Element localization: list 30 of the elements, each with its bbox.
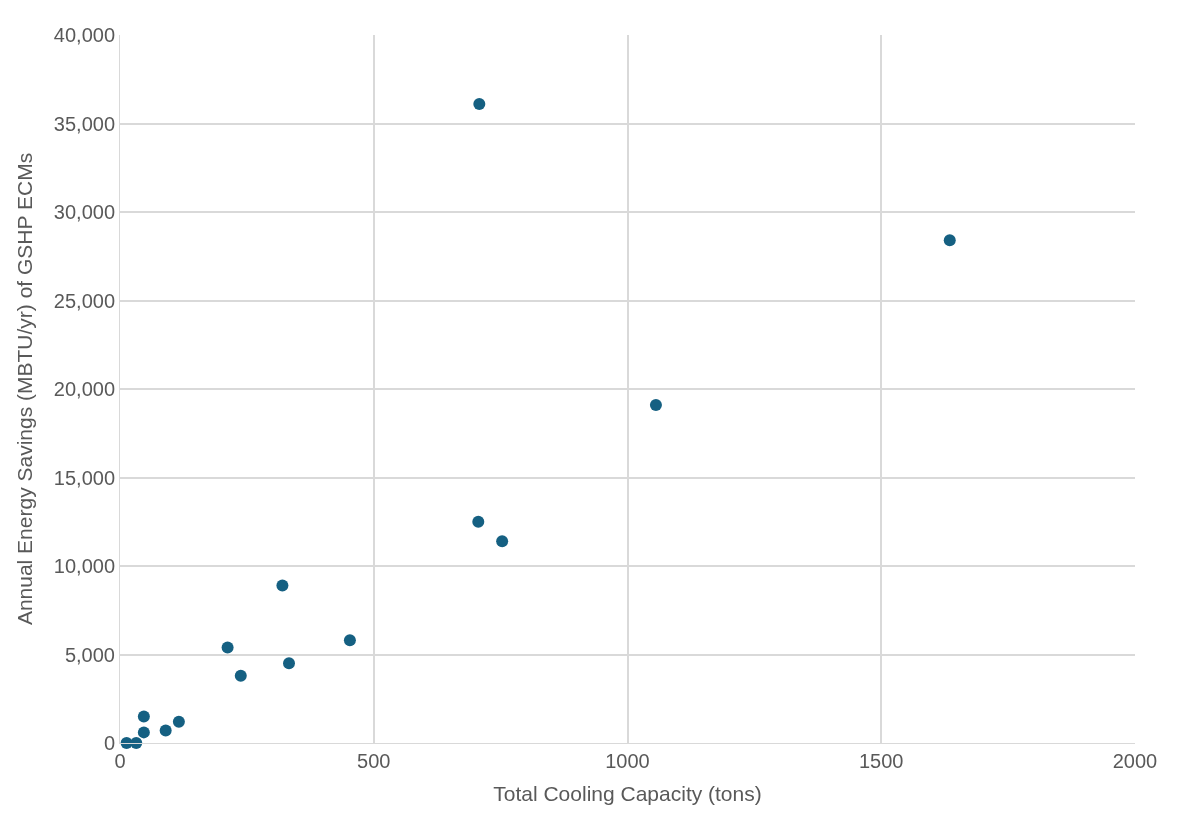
y-tick-label: 0 — [103, 732, 115, 754]
point — [159, 724, 172, 737]
x-tick-label: 1000 — [605, 750, 650, 772]
point — [137, 710, 150, 723]
x-axis-title: Total Cooling Capacity (tons) — [493, 782, 762, 806]
point — [473, 98, 486, 111]
y-tick-label: 20,000 — [53, 378, 115, 400]
y-tick-label: 40,000 — [53, 24, 115, 46]
y-tick-label: 15,000 — [53, 466, 115, 489]
point — [130, 737, 143, 749]
y-axis-title: Annual Energy Savings (MBTU/yr) of GSHP ECMs — [12, 152, 36, 626]
point — [496, 535, 509, 548]
point — [943, 234, 956, 247]
point — [472, 515, 485, 528]
point — [649, 398, 662, 411]
point — [276, 579, 289, 592]
point — [343, 634, 356, 647]
y-tick-label: 30,000 — [53, 201, 115, 223]
x-tick-label: 2000 — [1112, 750, 1158, 772]
y-tick-label: 5,000 — [64, 643, 115, 666]
x-tick-label: 500 — [357, 750, 391, 772]
point — [283, 657, 295, 670]
x-tick-label: 1500 — [859, 750, 904, 772]
y-tick-label: 25,000 — [53, 289, 115, 312]
y-tick-label: 10,000 — [53, 555, 115, 577]
y-tick-label: 35,000 — [53, 112, 115, 135]
point — [234, 669, 247, 682]
point — [137, 726, 150, 739]
point — [221, 641, 234, 654]
point — [172, 715, 185, 728]
